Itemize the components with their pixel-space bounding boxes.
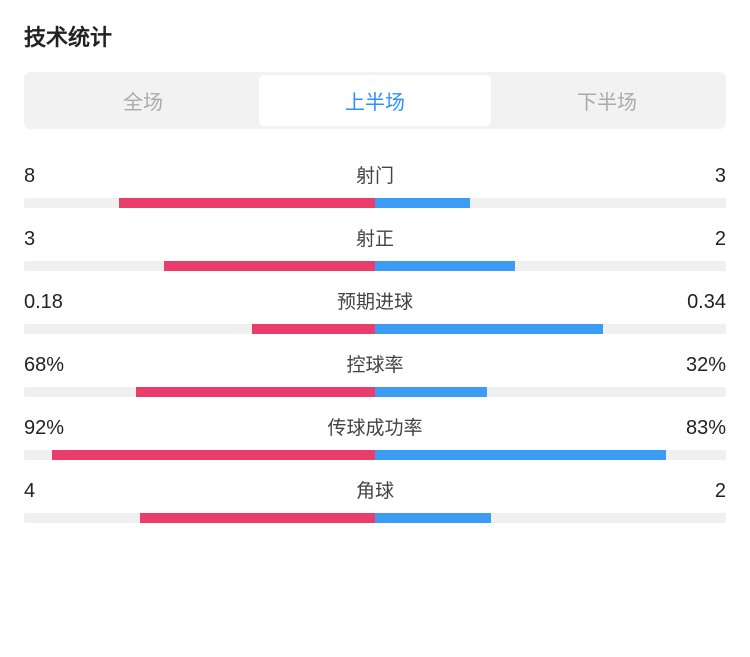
period-tabs: 全场上半场下半场 <box>24 72 726 129</box>
stat-label: 预期进球 <box>124 287 626 314</box>
bar-right-fill <box>375 450 666 460</box>
bar-left-fill <box>136 387 375 397</box>
stat-row: 0.18预期进球0.34 <box>24 279 726 340</box>
stat-row: 8射门3 <box>24 153 726 214</box>
stat-row: 4角球2 <box>24 468 726 529</box>
stat-bar <box>24 513 726 523</box>
stats-container: 8射门33射正20.18预期进球0.3468%控球率32%92%传球成功率83%… <box>24 153 726 529</box>
bar-right-fill <box>375 324 603 334</box>
bar-left-half <box>24 387 375 397</box>
bar-left-half <box>24 198 375 208</box>
bar-right-fill <box>375 198 470 208</box>
stat-bar <box>24 450 726 460</box>
stat-left-value: 3 <box>24 228 124 251</box>
bar-left-fill <box>119 198 375 208</box>
bar-right-fill <box>375 513 491 523</box>
tab-period-2[interactable]: 下半场 <box>491 75 723 126</box>
stat-labels: 3射正2 <box>24 224 726 251</box>
stat-bar <box>24 324 726 334</box>
bar-left-half <box>24 261 375 271</box>
stat-right-value: 32% <box>626 354 726 377</box>
stat-label: 射门 <box>124 161 626 188</box>
stat-right-value: 3 <box>626 165 726 188</box>
stat-labels: 4角球2 <box>24 476 726 503</box>
bar-right-half <box>375 324 726 334</box>
bar-left-fill <box>164 261 375 271</box>
stat-bar <box>24 261 726 271</box>
bar-right-half <box>375 261 726 271</box>
stat-label: 角球 <box>124 476 626 503</box>
bar-left-half <box>24 513 375 523</box>
bar-right-half <box>375 387 726 397</box>
stat-labels: 8射门3 <box>24 161 726 188</box>
stat-left-value: 92% <box>24 417 124 440</box>
stat-row: 3射正2 <box>24 216 726 277</box>
stat-labels: 0.18预期进球0.34 <box>24 287 726 314</box>
stat-bar <box>24 387 726 397</box>
bar-right-half <box>375 450 726 460</box>
section-title: 技术统计 <box>24 20 726 52</box>
stat-left-value: 4 <box>24 480 124 503</box>
stat-label: 控球率 <box>124 350 626 377</box>
bar-left-fill <box>140 513 375 523</box>
stat-left-value: 0.18 <box>24 291 124 314</box>
stat-row: 92%传球成功率83% <box>24 405 726 466</box>
stat-right-value: 2 <box>626 228 726 251</box>
bar-left-fill <box>52 450 375 460</box>
bar-right-half <box>375 198 726 208</box>
stat-label: 传球成功率 <box>124 413 626 440</box>
stat-labels: 68%控球率32% <box>24 350 726 377</box>
stat-right-value: 83% <box>626 417 726 440</box>
bar-left-half <box>24 324 375 334</box>
stat-right-value: 0.34 <box>626 291 726 314</box>
stat-left-value: 68% <box>24 354 124 377</box>
bar-left-half <box>24 450 375 460</box>
tab-period-1[interactable]: 上半场 <box>259 75 491 126</box>
stat-row: 68%控球率32% <box>24 342 726 403</box>
bar-left-fill <box>252 324 375 334</box>
bar-right-half <box>375 513 726 523</box>
stat-bar <box>24 198 726 208</box>
stat-right-value: 2 <box>626 480 726 503</box>
stat-labels: 92%传球成功率83% <box>24 413 726 440</box>
bar-right-fill <box>375 261 515 271</box>
stat-label: 射正 <box>124 224 626 251</box>
bar-right-fill <box>375 387 487 397</box>
tab-period-0[interactable]: 全场 <box>27 75 259 126</box>
stat-left-value: 8 <box>24 165 124 188</box>
